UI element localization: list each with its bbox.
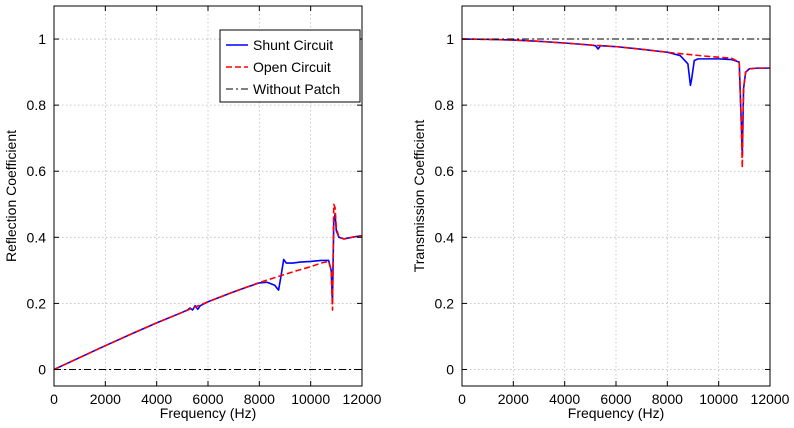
reflection-chart: 0 2000 4000 6000 8000 10000 12000 0 0.2 0.4 0.6 0.8…	[3, 5, 382, 421]
x-tick-label: 4000	[549, 391, 580, 407]
series-line-open-circuit	[462, 38, 770, 169]
transmission-chart: 0 2000 4000 6000 8000 10000 12000 0 0.2 0.4 0.6 0.8…	[411, 5, 790, 421]
x-tick-label: 12000	[343, 391, 382, 407]
y-tick-label: 1	[446, 31, 454, 47]
x-tick-label: 4000	[141, 391, 172, 407]
y-tick-label: 0.2	[435, 295, 455, 311]
y-tick-label: 1	[38, 31, 46, 47]
x-tick-label: 2000	[498, 391, 529, 407]
legend-entry-label: Without Patch	[253, 81, 340, 97]
x-tick-label: 10000	[699, 391, 738, 407]
x-tick-label: 0	[50, 391, 58, 407]
y-axis-label: Reflection Coefficient	[3, 130, 19, 262]
x-tick-label: 8000	[244, 391, 275, 407]
x-tick-label: 8000	[652, 391, 683, 407]
legend-box	[219, 29, 361, 103]
y-tick-label: 0.2	[27, 295, 47, 311]
x-axis-label: Frequency (Hz)	[160, 405, 256, 421]
x-tick-label: 6000	[192, 391, 223, 407]
y-tick-label: 0.6	[435, 163, 455, 179]
x-tick-label: 2000	[90, 391, 121, 407]
legend-entry-label: Open Circuit	[253, 59, 331, 75]
x-tick-label: 10000	[291, 391, 330, 407]
y-axis-label: Transmission Coefficient	[411, 120, 427, 273]
series-line-open-circuit	[54, 203, 362, 371]
y-tick-label: 0.4	[27, 229, 47, 245]
x-tick-label: 6000	[600, 391, 631, 407]
y-tick-label: 0.6	[27, 163, 47, 179]
y-tick-label: 0.4	[435, 229, 455, 245]
x-axis-label: Frequency (Hz)	[568, 405, 664, 421]
y-tick-label: 0.8	[27, 97, 47, 113]
y-tick-label: 0	[446, 361, 454, 377]
x-tick-label: 12000	[751, 391, 790, 407]
legend-entry-label: Shunt Circuit	[253, 37, 333, 53]
legend: Shunt Circuit Open Circuit Without Patch	[219, 29, 361, 103]
y-tick-label: 0.8	[435, 97, 455, 113]
y-tick-label: 0	[38, 361, 46, 377]
x-tick-label: 0	[458, 391, 466, 407]
